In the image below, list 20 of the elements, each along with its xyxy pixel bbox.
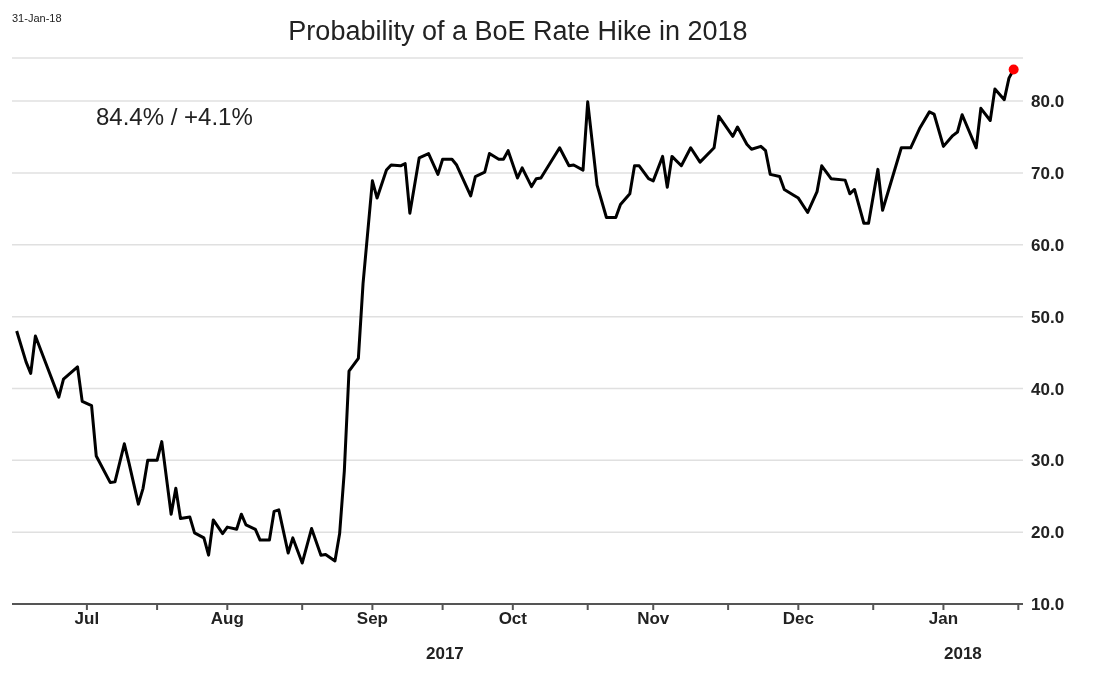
y-tick-label: 30.0 (1031, 451, 1065, 471)
y-tick-label: 20.0 (1031, 523, 1065, 543)
chart-title: Probability of a BoE Rate Hike in 2018 (288, 16, 748, 46)
y-tick-label: 40.0 (1031, 379, 1065, 399)
text: 2017 (426, 644, 464, 664)
x-tick-label: Jul (74, 609, 100, 629)
y-tick-label: 10.0 (1031, 595, 1065, 615)
x-tick-label: Dec (782, 609, 814, 629)
y-tick-label: 70.0 (1031, 163, 1065, 183)
x-tick-label: Oct (498, 609, 528, 629)
y-tick-label: 60.0 (1031, 235, 1065, 255)
x-tick-label: Nov (637, 609, 670, 629)
y-tick-label: 80.0 (1031, 92, 1065, 112)
x-tick-label: Sep (356, 609, 388, 629)
text: 31-Jan-18 (12, 12, 62, 24)
x-tick-label: Jan (928, 609, 959, 629)
y-tick-label: 50.0 (1031, 307, 1065, 327)
annotation: 84.4% / +4.1% (96, 103, 253, 131)
x-tick-label: Aug (210, 609, 244, 629)
text: 2018 (944, 644, 982, 664)
